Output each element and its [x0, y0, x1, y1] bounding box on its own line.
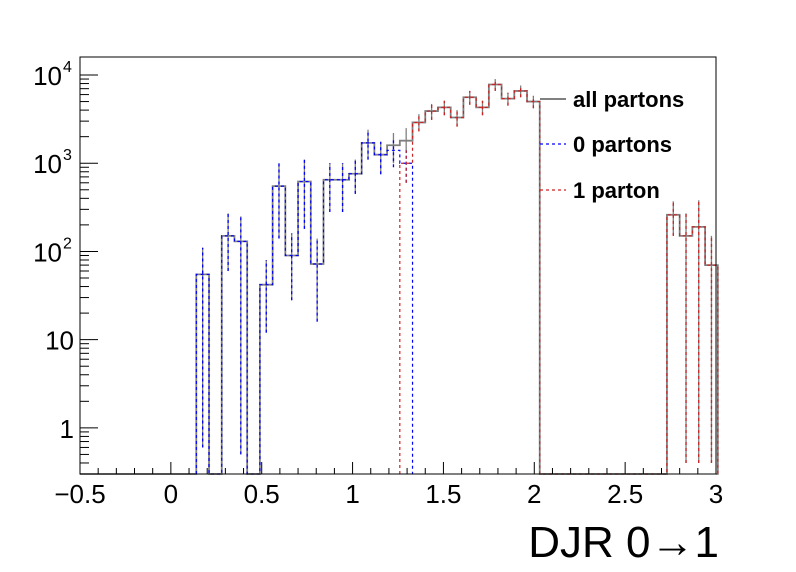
- y-tick-label: 10: [33, 237, 62, 267]
- y-tick-label: 10: [45, 326, 74, 356]
- x-tick-label: 0.5: [244, 479, 280, 509]
- x-tick-label: −0.5: [54, 479, 105, 509]
- x-tick-label: 1: [345, 479, 359, 509]
- plot-frame: [79, 56, 717, 475]
- y-tick-label: 10: [33, 149, 62, 179]
- y-tick-exponent: 2: [63, 235, 72, 252]
- x-tick-label: 0: [164, 479, 178, 509]
- y-tick-exponent: 3: [63, 147, 72, 164]
- x-tick-label: 1.5: [425, 479, 461, 509]
- legend-label: all partons: [573, 87, 684, 112]
- series-1-parton: [399, 79, 719, 475]
- histogram-step-line: [195, 142, 414, 475]
- y-tick-exponent: 4: [63, 59, 72, 76]
- series-0-partons: [195, 129, 414, 475]
- legend-label: 1 parton: [573, 178, 660, 203]
- x-tick-label: 3: [709, 479, 723, 509]
- legend-label: 0 partons: [573, 132, 672, 157]
- y-tick-label: 10: [33, 61, 62, 91]
- legend: all partons 0 partons 1 parton: [540, 87, 684, 203]
- x-axis-title: DJR 0→1: [528, 518, 719, 567]
- x-tick-label: 2.5: [607, 479, 643, 509]
- x-tick-label: 2: [527, 479, 541, 509]
- y-tick-label: 1: [60, 414, 74, 444]
